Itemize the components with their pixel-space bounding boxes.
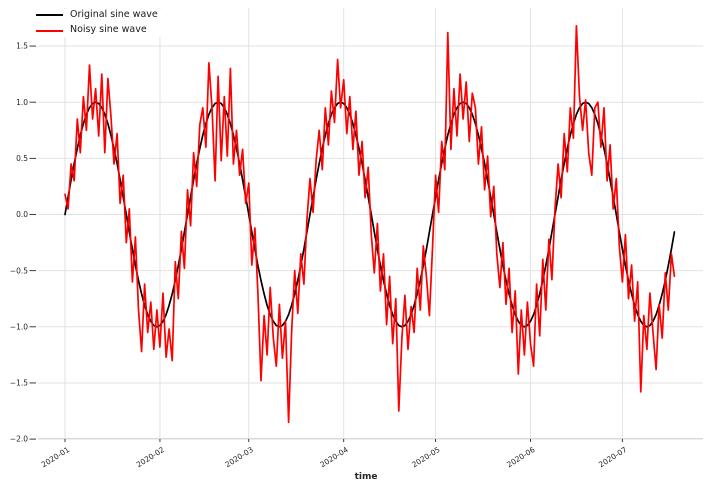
x-tick-label: 2020-03 [223,445,255,469]
legend-item-noisy: Noisy sine wave [36,24,158,36]
y-tick-label: −0.5 [10,266,28,275]
x-axis-title: time [354,472,378,482]
y-tick-label: −1.5 [10,379,28,388]
legend-item-original: Original sine wave [36,9,158,20]
y-tick-label: 0.0 [16,210,28,219]
y-tick-label: −2.0 [10,435,28,444]
series-line-noisy [64,24,676,424]
x-tick-label: 2020-02 [135,445,167,469]
x-tick-label: 2020-01 [40,445,72,469]
x-tick-label: 2020-07 [597,445,629,469]
x-tick-label: 2020-05 [410,445,442,469]
y-tick-label: 1.0 [16,98,28,107]
y-tick-label: 1.5 [16,42,28,51]
y-tick-label: 0.5 [16,154,28,163]
legend-line-sample-noisy [36,29,63,32]
legend-line-sample-original [36,14,63,17]
x-tick-label: 2020-04 [318,445,350,469]
x-tick-label: 2020-06 [505,445,537,469]
legend: Original sine wave Noisy sine wave [36,9,162,37]
legend-label: Noisy sine wave [70,24,147,36]
y-tick-label: −1.0 [10,322,28,331]
legend-label: Original sine wave [70,9,158,20]
